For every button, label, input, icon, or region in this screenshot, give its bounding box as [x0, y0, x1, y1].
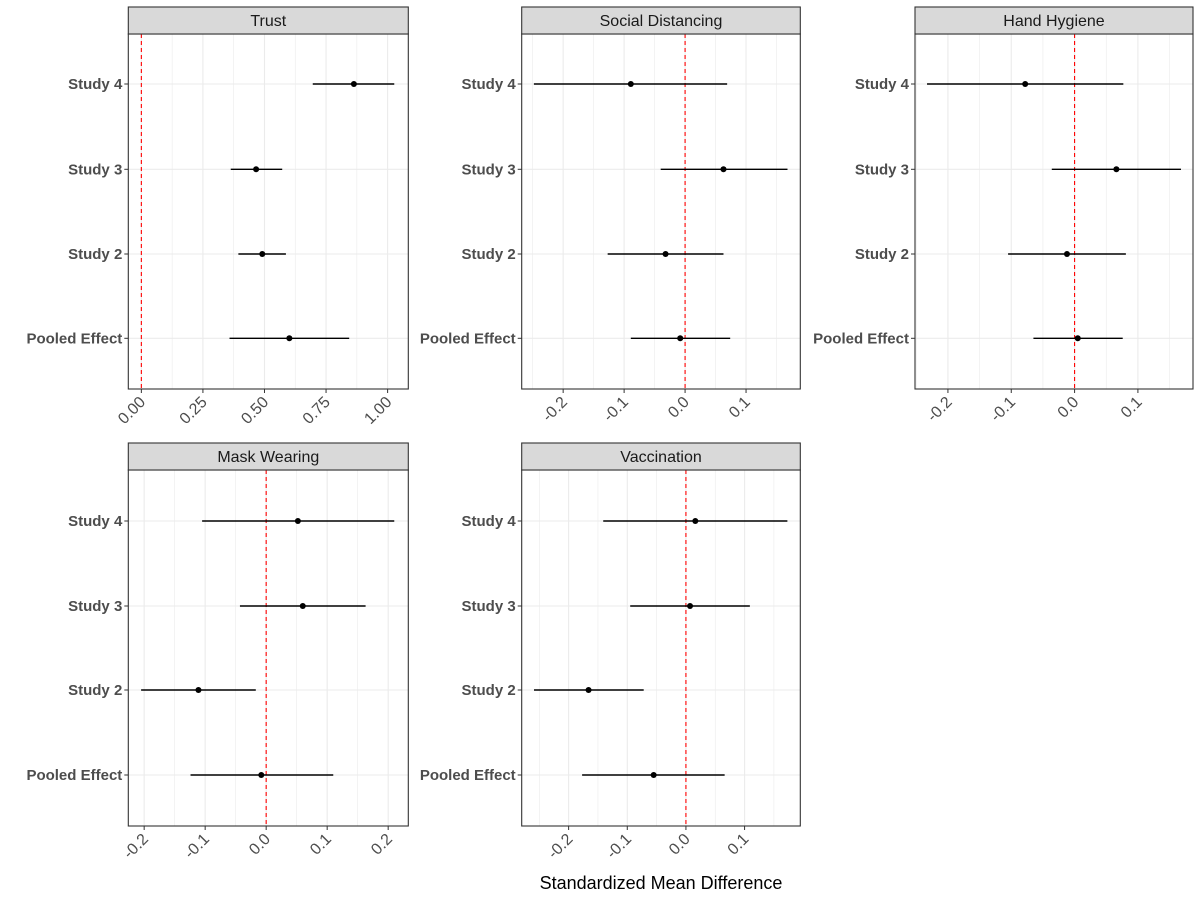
strip-title: Mask Wearing [217, 449, 319, 466]
x-tick-label: -0.1 [604, 831, 636, 863]
y-tick-label: Study 4 [462, 513, 517, 530]
point-estimate-study-4 [350, 81, 357, 87]
x-tick-label: 0.25 [177, 394, 211, 428]
strip-title: Social Distancing [600, 13, 723, 30]
point-estimate-pooled-effect [258, 772, 265, 778]
x-tick-label: 0.0 [1055, 394, 1083, 422]
point-estimate-pooled-effect [1074, 335, 1081, 342]
strip-vaccination [521, 442, 801, 471]
x-tick-label: -0.2 [545, 831, 577, 863]
strip-hand-hygiene [914, 6, 1194, 35]
point-estimate-study-2 [662, 251, 669, 257]
y-tick-label: Study 2 [462, 246, 516, 263]
y-tick-label: Pooled Effect [26, 767, 122, 784]
y-tick-label: Pooled Effect [26, 330, 122, 347]
x-tick-label: 0.1 [1118, 394, 1146, 422]
point-estimate-study-3 [687, 603, 694, 609]
x-tick-label: 0.1 [725, 831, 753, 859]
point-estimate-study-2 [195, 687, 202, 693]
point-estimate-pooled-effect [677, 335, 684, 342]
panel-hand-hygiene: Study 4 Study 3 Study 2 Pooled Effect Hand H… [813, 6, 1194, 426]
strip-mask-wearing [127, 442, 409, 471]
x-tick-label: 0.1 [726, 394, 754, 422]
y-tick-label: Study 3 [462, 598, 516, 615]
x-tick-label: -0.1 [988, 394, 1020, 426]
strip-title: Vaccination [620, 449, 702, 466]
y-tick-label: Study 3 [68, 161, 122, 178]
x-tick-label: -0.1 [600, 394, 632, 426]
x-tick-label: 0.75 [300, 394, 334, 428]
x-tick-label: 0.2 [368, 831, 396, 859]
x-tick-label: -0.2 [539, 394, 571, 426]
strip-social-distancing [521, 6, 801, 35]
panel-mask-wearing: Study 4 Study 3 Study 2 Pooled Effect Mask W… [26, 442, 409, 863]
x-tick-label: 0.0 [246, 831, 274, 859]
point-estimate-study-4 [692, 518, 699, 524]
y-tick-label: Pooled Effect [813, 330, 909, 347]
y-tick-label: Pooled Effect [420, 330, 516, 347]
panel-social-distancing: Study 4 Study 3 Study 2 Pooled Effect Social… [420, 6, 801, 426]
panel-trust: Study 4 Study 3 Study 2 Pooled Effect Trust 0… [26, 6, 409, 428]
point-estimate-study-4 [1022, 81, 1029, 87]
strip-trust [127, 6, 409, 35]
point-estimate-study-4 [627, 81, 634, 87]
y-tick-label: Study 3 [462, 161, 516, 178]
y-tick-label: Study 4 [68, 513, 123, 530]
x-tick-label: -0.1 [181, 831, 213, 863]
y-tick-label: Study 2 [855, 246, 909, 263]
point-estimate-study-2 [259, 251, 266, 257]
x-tick-label: 0.0 [665, 394, 693, 422]
x-tick-label: -0.2 [120, 831, 152, 863]
plot-background [128, 34, 409, 389]
strip-title: Trust [250, 13, 286, 30]
x-tick-label: 0.0 [666, 831, 694, 859]
point-estimate-study-3 [253, 166, 260, 173]
point-estimate-pooled-effect [650, 772, 657, 778]
point-estimate-study-3 [1113, 166, 1120, 173]
y-tick-label: Study 3 [855, 161, 909, 178]
y-tick-label: Study 4 [68, 76, 123, 93]
point-estimate-study-3 [299, 603, 306, 609]
x-tick-label: -0.2 [924, 394, 956, 426]
y-tick-label: Study 2 [68, 682, 122, 699]
point-estimate-study-3 [720, 166, 727, 173]
y-tick-label: Study 2 [68, 246, 122, 263]
point-estimate-study-2 [1063, 251, 1070, 257]
plot-background [521, 470, 801, 826]
x-tick-label: 0.00 [115, 394, 149, 428]
plot-background [915, 34, 1193, 389]
strip-title: Hand Hygiene [1003, 13, 1105, 30]
y-tick-label: Pooled Effect [420, 767, 516, 784]
y-tick-label: Study 4 [855, 76, 910, 93]
x-tick-label: 0.50 [238, 394, 272, 428]
y-tick-label: Study 4 [462, 76, 517, 93]
panel-vaccination: Study 4 Study 3 Study 2 Pooled Effect Vaccin… [420, 442, 801, 863]
x-tick-label: 1.00 [361, 394, 395, 428]
point-estimate-pooled-effect [286, 335, 293, 342]
point-estimate-study-2 [585, 687, 592, 693]
plot-background [128, 470, 409, 826]
x-axis-title: Standardized Mean Difference [540, 873, 783, 893]
plot-background [521, 34, 801, 389]
point-estimate-study-4 [294, 518, 301, 524]
x-tick-label: 0.1 [307, 831, 335, 859]
y-tick-label: Study 2 [462, 682, 516, 699]
y-tick-label: Study 3 [68, 598, 122, 615]
